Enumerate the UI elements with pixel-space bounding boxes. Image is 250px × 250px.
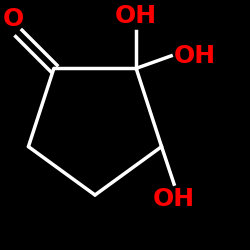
Text: OH: OH	[115, 4, 157, 28]
Text: O: O	[3, 7, 24, 31]
Text: OH: OH	[174, 44, 216, 68]
Text: OH: OH	[153, 187, 195, 211]
